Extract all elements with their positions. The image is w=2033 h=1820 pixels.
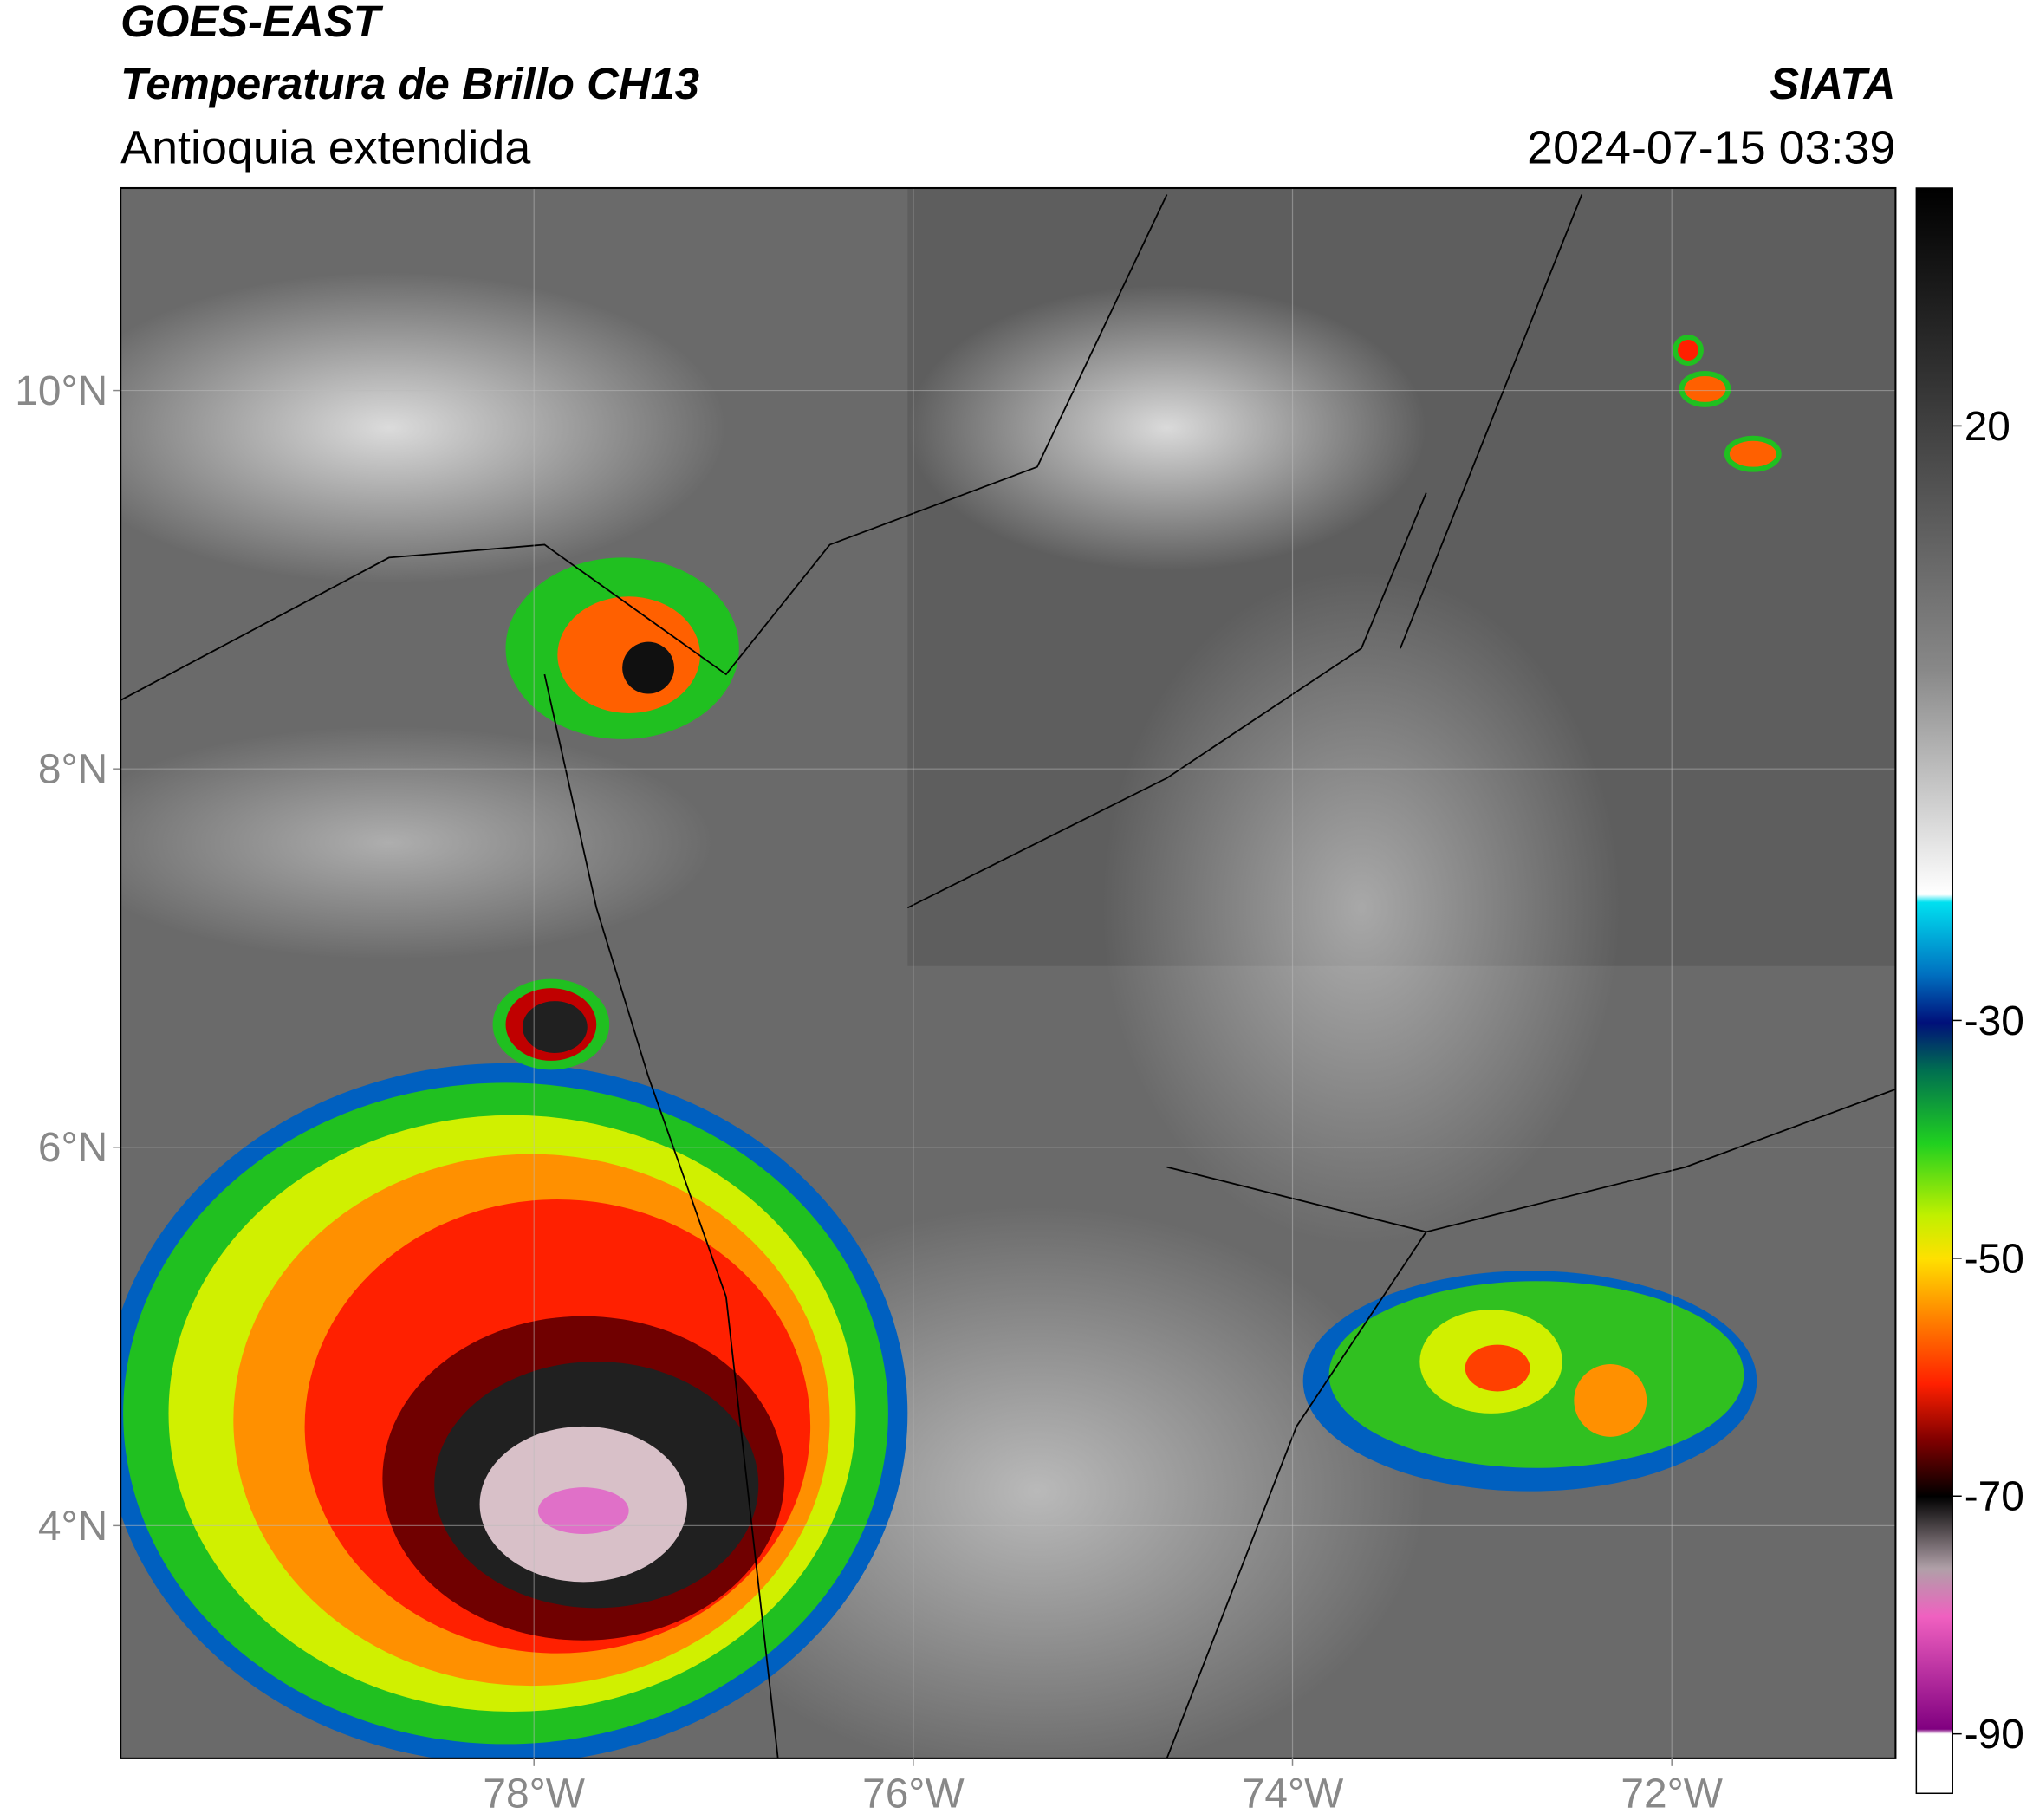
map-frame [120, 186, 1897, 1759]
colorbar-tick-label: -70 [1965, 1474, 2024, 1520]
datetime: 2024-07-15 03:39 [1527, 122, 1895, 174]
y-tick-label: 10°N [15, 368, 107, 414]
map-borders [120, 194, 1896, 1758]
colorbar-tick-label: -50 [1965, 1236, 2024, 1282]
subtitle: Temperatura de Brillo CH13 [120, 59, 699, 108]
storm [1673, 335, 1782, 472]
storm [505, 557, 739, 739]
y-tick-label: 6°N [38, 1125, 107, 1171]
title: GOES-EAST [120, 0, 383, 46]
colorbar-tick-label: 20 [1965, 404, 2010, 450]
colorbar-tick-label: -90 [1965, 1712, 2024, 1758]
agency: SIATA [1770, 59, 1895, 108]
map-image [120, 188, 1896, 1758]
y-tick-label: 8°N [38, 747, 107, 793]
cloud [907, 285, 1426, 571]
cloud [120, 725, 713, 960]
cloud [120, 272, 726, 584]
x-tick-label: 78°W [483, 1771, 585, 1817]
colorbar [1915, 187, 1953, 1795]
region: Antioquia extendida [120, 122, 530, 174]
y-tick-label: 4°N [38, 1504, 107, 1550]
colorbar-tick-label: -30 [1965, 998, 2024, 1044]
cloud [1101, 570, 1621, 1245]
x-tick-label: 74°W [1242, 1771, 1344, 1817]
storm [1302, 1271, 1757, 1492]
x-tick-label: 76°W [862, 1771, 965, 1817]
grid [120, 188, 1896, 1758]
storm [120, 1063, 908, 1758]
storm [492, 978, 610, 1070]
x-tick-label: 72°W [1621, 1771, 1723, 1817]
